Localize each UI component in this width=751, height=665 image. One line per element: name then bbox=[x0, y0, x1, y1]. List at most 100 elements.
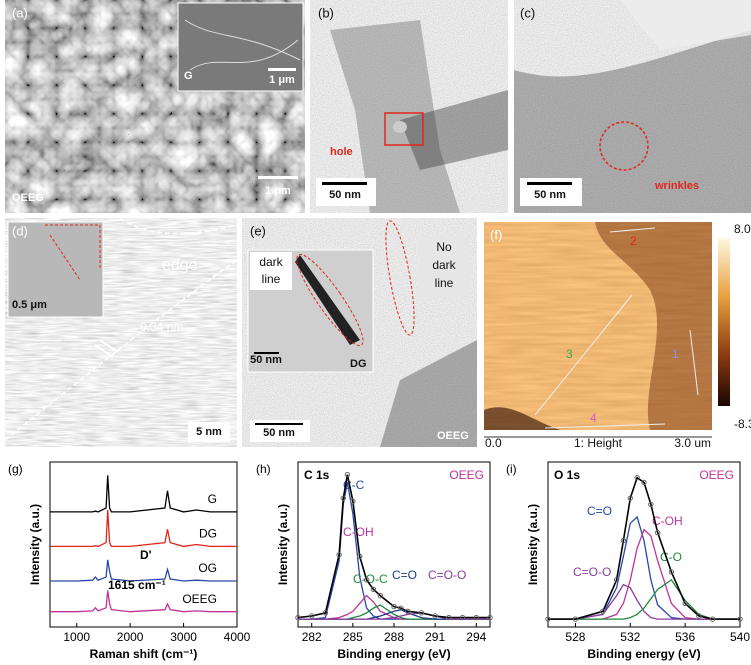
sample-name: OEEG bbox=[12, 192, 44, 204]
plot-frame bbox=[547, 461, 741, 628]
profile-marker: 2 bbox=[630, 234, 637, 248]
sample-name: OEEG bbox=[437, 430, 469, 442]
data-point bbox=[696, 613, 702, 619]
panel-d: (d) edge 0.34 nm 0.5 μm 5 nm bbox=[4, 217, 238, 447]
vacuum bbox=[620, 0, 751, 50]
data-point bbox=[446, 614, 452, 621]
sample-name: OEEG bbox=[699, 468, 734, 482]
edge-outline bbox=[4, 217, 238, 441]
x-tick-label: 536 bbox=[675, 630, 695, 644]
series-line bbox=[548, 578, 740, 620]
colorbar-min: -8.3 nm bbox=[734, 417, 751, 431]
step bbox=[595, 222, 712, 430]
x-tick-label: 2000 bbox=[117, 630, 144, 644]
scale-label: 50 nm bbox=[263, 427, 295, 439]
series-line bbox=[298, 482, 490, 620]
data-point bbox=[620, 537, 627, 544]
inset-highlight bbox=[45, 224, 101, 281]
annotation: wrinkles bbox=[654, 180, 699, 192]
data-point bbox=[627, 495, 633, 501]
data-point bbox=[668, 569, 675, 575]
note: line bbox=[262, 272, 281, 286]
scale-box bbox=[188, 422, 230, 442]
highlight-circle bbox=[599, 121, 649, 171]
chart-title: C 1s bbox=[304, 468, 330, 482]
profile-marker: 4 bbox=[590, 411, 597, 425]
inset-label: G bbox=[184, 70, 193, 82]
data-point bbox=[405, 608, 411, 614]
tem-image bbox=[310, 0, 508, 213]
inset-name: DG bbox=[350, 358, 367, 370]
annotation: hole bbox=[330, 146, 353, 158]
profile-marker: 3 bbox=[566, 347, 573, 361]
x-axis-label: Binding energy (eV) bbox=[587, 647, 700, 661]
scale-label: 50 nm bbox=[534, 189, 566, 201]
x-tick-label: 294 bbox=[466, 630, 486, 644]
data-point bbox=[473, 614, 479, 621]
note: No bbox=[436, 240, 452, 254]
panel-label: (b) bbox=[318, 5, 334, 20]
x-tick-label: 4000 bbox=[224, 630, 251, 644]
data-point bbox=[641, 479, 647, 486]
series-label: C=O bbox=[392, 568, 417, 582]
panel-c: (c) wrinkles 50 nm bbox=[514, 0, 751, 213]
panel-a: (a) G 1 μm OEEG 1 μm bbox=[5, 0, 305, 213]
note-box bbox=[250, 252, 292, 290]
axis-start: 0.0 bbox=[485, 436, 502, 450]
panel-b: (b) hole 50 nm bbox=[310, 0, 508, 213]
flake bbox=[400, 90, 508, 170]
scale-label: 1 μm bbox=[265, 185, 291, 197]
hole bbox=[393, 121, 407, 133]
panel-label: (f) bbox=[490, 227, 502, 242]
x-tick-label: 282 bbox=[302, 630, 322, 644]
x-tick-label: 285 bbox=[343, 630, 363, 644]
data-point bbox=[648, 501, 654, 508]
data-point bbox=[459, 614, 466, 621]
note: dark bbox=[432, 258, 456, 272]
spacing-label: 0.34 nm bbox=[140, 320, 183, 334]
axis-title: 1: Height bbox=[574, 436, 623, 450]
profile-line bbox=[609, 227, 656, 233]
scale-bar bbox=[255, 423, 303, 425]
data-point bbox=[634, 475, 640, 481]
annotation: 1615 cm⁻¹ bbox=[108, 578, 166, 592]
profile-line bbox=[544, 423, 666, 429]
flake bbox=[330, 20, 460, 213]
panel-label: (i) bbox=[506, 462, 517, 476]
fit-line bbox=[297, 474, 490, 619]
x-axis-label: Binding energy (eV) bbox=[337, 647, 450, 661]
series-label: C=O-O bbox=[428, 568, 466, 582]
series-label: C-OH bbox=[343, 525, 374, 539]
scale-bar bbox=[527, 182, 572, 185]
data-point bbox=[709, 616, 716, 622]
panel-label: (e) bbox=[250, 223, 266, 238]
data-point bbox=[737, 616, 743, 622]
step bbox=[484, 407, 560, 430]
fit-line bbox=[548, 476, 740, 620]
data-point bbox=[600, 608, 606, 614]
flake bbox=[380, 340, 477, 447]
afm-image bbox=[484, 222, 712, 430]
x-tick-label: 540 bbox=[730, 630, 750, 644]
x-tick-label: 291 bbox=[425, 630, 445, 644]
profile-line bbox=[534, 294, 633, 416]
note: dark bbox=[259, 255, 283, 269]
y-axis-label: Intensity (a.u.) bbox=[276, 504, 290, 585]
series-line bbox=[50, 590, 237, 613]
data-point bbox=[357, 553, 363, 559]
scale-bar bbox=[322, 182, 367, 185]
series-label: C-O-C bbox=[353, 572, 388, 586]
series-line bbox=[548, 583, 740, 620]
x-tick-label: 3000 bbox=[170, 630, 197, 644]
data-point bbox=[344, 471, 351, 478]
inset-image bbox=[177, 2, 304, 92]
data-point bbox=[572, 616, 579, 622]
scale-bar bbox=[268, 68, 296, 71]
highlight-box bbox=[384, 112, 424, 146]
series-line bbox=[50, 559, 237, 582]
data-point bbox=[322, 610, 329, 616]
scale-box bbox=[250, 420, 310, 442]
lattice-marker bbox=[94, 344, 114, 358]
inset-scale: 50 nm bbox=[250, 354, 282, 366]
